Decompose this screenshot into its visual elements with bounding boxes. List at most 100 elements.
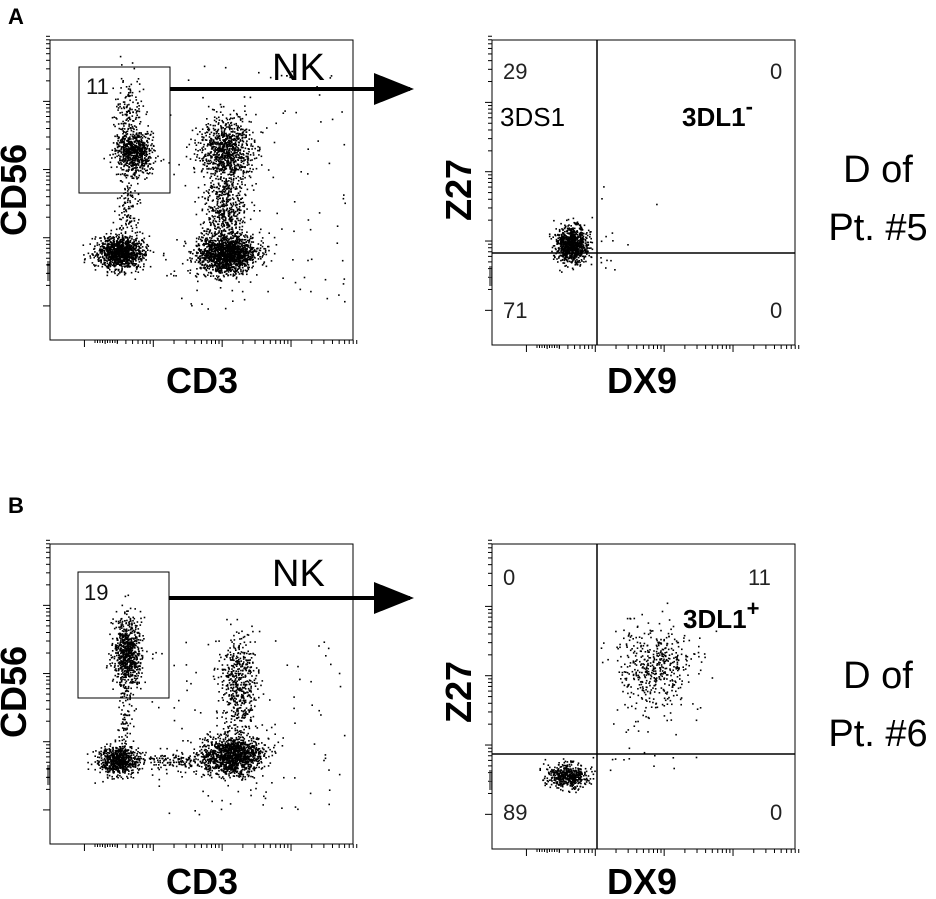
event-dot — [214, 268, 217, 271]
event-dot — [258, 251, 260, 254]
event-dot — [138, 83, 141, 85]
event-dot — [240, 248, 243, 250]
event-dot — [253, 139, 256, 142]
event-dot — [258, 154, 260, 156]
event-dot — [232, 209, 235, 211]
event-dot — [91, 237, 94, 240]
event-dot — [117, 173, 120, 175]
event-dot — [149, 168, 151, 170]
event-dot — [231, 169, 233, 171]
event-dot — [109, 264, 111, 267]
event-dot — [244, 250, 247, 253]
event-dot — [226, 192, 228, 195]
event-dot — [94, 255, 97, 257]
event-dot — [238, 144, 240, 146]
event-dot — [221, 191, 224, 193]
event-dot — [212, 168, 215, 171]
event-dot — [124, 163, 127, 166]
event-dot — [109, 248, 111, 251]
event-dot — [141, 258, 143, 260]
event-dot — [244, 260, 247, 263]
event-dot — [214, 154, 217, 156]
event-dot — [214, 253, 217, 255]
event-dot — [135, 112, 138, 114]
event-dot — [239, 264, 241, 267]
event-dot — [126, 215, 128, 217]
event-dot — [127, 148, 129, 151]
event-dot — [114, 259, 116, 261]
event-dot — [127, 255, 130, 258]
event-dot — [124, 252, 126, 255]
event-dot — [204, 203, 207, 205]
event-dot — [210, 185, 213, 187]
event-dot — [225, 202, 228, 205]
event-dot — [121, 140, 124, 142]
event-dot — [112, 256, 114, 258]
event-dot — [133, 239, 135, 241]
event-dot — [235, 160, 237, 163]
event-dot — [228, 136, 231, 138]
event-dot — [130, 175, 132, 178]
event-dot — [212, 259, 215, 262]
event-dot — [135, 224, 137, 226]
event-dot — [226, 221, 229, 224]
event-dot — [132, 263, 134, 266]
event-dot — [132, 151, 134, 154]
event-dot — [213, 142, 216, 144]
event-dot — [126, 133, 129, 135]
event-dot — [233, 263, 235, 265]
event-dot — [134, 149, 137, 152]
event-dot — [243, 166, 245, 168]
event-dot — [150, 157, 152, 159]
event-dot — [209, 230, 211, 232]
event-dot — [218, 271, 220, 273]
event-dot — [125, 250, 127, 252]
event-dot — [235, 149, 237, 151]
event-dot — [127, 155, 129, 157]
event-dot — [235, 259, 238, 262]
event-dot — [226, 204, 229, 206]
event-dot — [114, 245, 116, 247]
event-dot — [218, 255, 220, 258]
event-dot — [218, 183, 220, 186]
event-dot — [197, 252, 199, 254]
event-dot — [216, 193, 218, 195]
event-dot — [109, 268, 111, 271]
event-dot — [121, 253, 123, 256]
event-dot — [125, 149, 128, 152]
event-dot — [228, 180, 230, 182]
event-dot — [97, 260, 100, 262]
event-dot — [234, 131, 236, 133]
event-dot — [247, 257, 249, 259]
event-dot — [211, 249, 213, 251]
event-dot — [126, 185, 129, 187]
event-dot — [230, 131, 233, 133]
event-dot — [241, 272, 244, 274]
event-dot — [150, 144, 152, 147]
event-dot — [249, 247, 251, 249]
event-dot — [246, 144, 248, 146]
event-dot — [248, 266, 250, 269]
event-dot — [230, 137, 232, 139]
event-dot — [136, 231, 139, 234]
event-dot — [228, 245, 230, 248]
event-dot — [91, 262, 94, 264]
event-dot — [120, 218, 123, 221]
event-dot — [142, 141, 145, 144]
event-dot — [256, 274, 258, 276]
event-dot — [244, 245, 246, 248]
event-dot — [114, 269, 116, 272]
event-dot — [141, 156, 143, 158]
event-dot — [129, 151, 132, 154]
event-dot — [218, 194, 221, 196]
event-dot — [139, 121, 142, 123]
event-dot — [232, 177, 235, 180]
event-dot — [137, 152, 139, 154]
event-dot — [220, 269, 223, 271]
event-dot — [228, 241, 231, 243]
event-dot — [189, 269, 192, 271]
event-dot — [101, 250, 104, 253]
event-dot — [129, 127, 131, 129]
event-dot — [120, 141, 122, 143]
event-dot — [186, 259, 189, 261]
